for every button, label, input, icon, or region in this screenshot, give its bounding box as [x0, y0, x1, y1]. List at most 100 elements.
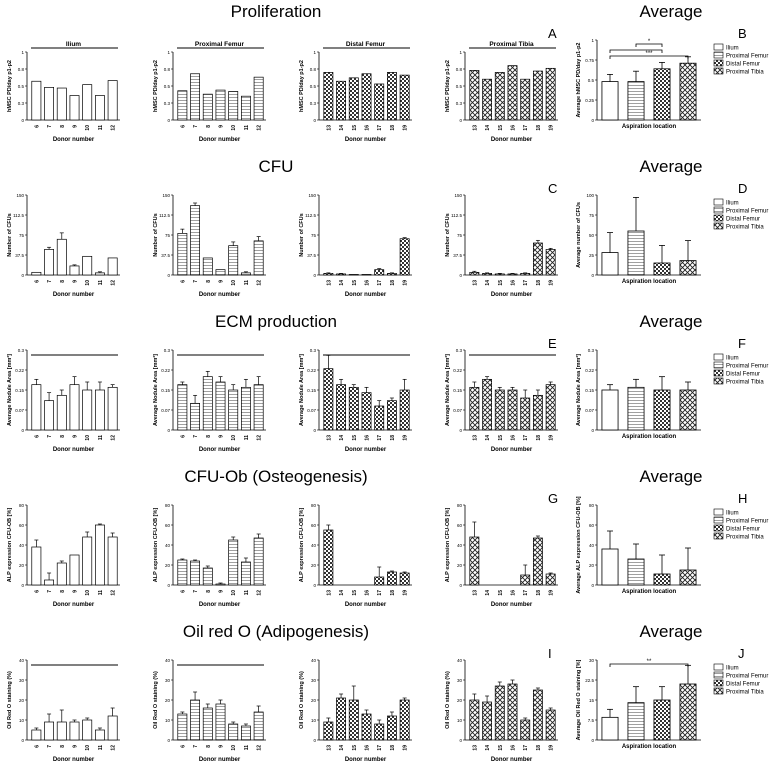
y-tick-label: 50: [589, 233, 595, 238]
average-title: Average: [639, 157, 702, 176]
bar: [241, 561, 251, 586]
bar: [82, 719, 93, 741]
bar: [56, 562, 67, 586]
x-tick-label: 18: [536, 435, 542, 441]
y-tick-label: 40: [165, 543, 171, 548]
x-tick-label: 11: [244, 435, 250, 441]
y-tick-label: 75: [19, 233, 25, 238]
bar: [482, 273, 492, 276]
x-tick-label: 9: [73, 435, 79, 438]
panel-letter: H: [738, 491, 747, 506]
bar: [469, 271, 480, 276]
x-tick-label: 18: [536, 745, 542, 751]
y-tick-label: 10: [165, 718, 171, 723]
y-tick-label: 60: [165, 523, 171, 528]
y-tick-label: 0.22: [585, 368, 594, 373]
x-tick-label: 8: [206, 590, 212, 593]
x-tick-label: 11: [244, 125, 250, 131]
bar: [202, 567, 213, 586]
bar: [494, 273, 505, 276]
bar: [177, 713, 188, 741]
y-tick-label: 0.5: [588, 78, 595, 83]
panel-2: 0 20 40 60 80 ALP expression CFU-OB [%] 13 14 15…: [299, 503, 412, 608]
x-tick-label: 14: [485, 125, 491, 131]
panel-letter: B: [738, 26, 747, 41]
bar: [69, 265, 80, 276]
x-axis-label: Donor number: [491, 292, 533, 298]
y-tick-label: 0: [21, 428, 24, 433]
y-tick-label: 40: [589, 543, 595, 548]
x-tick-label: 14: [339, 125, 345, 131]
x-tick-label: 18: [390, 125, 396, 131]
x-tick-label: 6: [34, 745, 40, 748]
y-tick-label: 0.15: [15, 388, 24, 393]
legend-label: Proximal Femur: [726, 364, 768, 370]
y-tick-label: 60: [457, 523, 463, 528]
x-tick-label: 6: [180, 590, 186, 593]
x-tick-label: 17: [377, 435, 383, 441]
panel-letter: A: [548, 26, 557, 41]
y-tick-label: 0: [591, 583, 594, 588]
panel-3: Proximal Tibia 0 0.3 0.5 0.8 1 hMSC PD/day p1-…: [445, 41, 558, 143]
y-tick-label: 150: [454, 193, 462, 198]
bar: [107, 386, 118, 431]
row-title: Proliferation: [231, 2, 322, 21]
row-title: ECM production: [215, 312, 337, 331]
bar: [387, 400, 397, 431]
y-tick-label: 0: [459, 583, 462, 588]
y-tick-label: 60: [589, 523, 595, 528]
y-axis-label: Average ALP expression CFU-OB [%]: [576, 496, 582, 593]
x-tick-label: 10: [85, 435, 91, 441]
y-tick-label: 100: [586, 193, 594, 198]
bar: [31, 546, 42, 586]
bar: [56, 87, 67, 121]
y-tick-label: 112.5: [13, 213, 24, 218]
bar: [202, 257, 213, 276]
panel-1: Proximal Femur 0 0.3 0.5 0.8 1 hMSC PD/day p1-…: [153, 41, 266, 143]
average-panel: 0 0.25 0.5 0.75 1 Average hMSC PD/day p1-p2 As…: [576, 38, 768, 130]
y-tick-label: 0.07: [453, 408, 462, 413]
y-axis-label: Number of CFUs: [7, 213, 13, 256]
x-tick-label: 16: [365, 125, 371, 131]
y-axis-label: Oil Red O staining (%): [445, 671, 451, 729]
y-axis-label: Average number of CFUs: [576, 202, 582, 268]
bar: [533, 70, 543, 121]
bar: [348, 386, 359, 431]
panel-3: 0 10 20 30 40 Oil Red O staining (%) 13 14 15 16 1…: [445, 658, 558, 763]
x-axis-label: Donor number: [199, 447, 241, 453]
row-title: CFU: [259, 157, 294, 176]
legend-label: Ilium: [726, 356, 739, 362]
panel-letter: F: [738, 336, 746, 351]
y-tick-label: 0: [21, 738, 24, 743]
average-bar: [627, 230, 645, 276]
bar: [374, 576, 385, 586]
y-axis-label: Oil Red O staining (%): [7, 671, 13, 729]
bar: [533, 242, 543, 276]
bar: [520, 397, 531, 431]
y-axis-label: ALP expression CFU-OB [%]: [445, 508, 451, 583]
x-tick-label: 19: [549, 280, 555, 286]
bar: [545, 709, 556, 741]
legend-label: Proximal Femur: [726, 519, 768, 525]
x-tick-label: 19: [549, 590, 555, 596]
y-tick-label: 80: [457, 503, 463, 508]
y-tick-label: 40: [457, 543, 463, 548]
bar: [387, 72, 397, 121]
legend-label: Proximal Tibia: [726, 690, 764, 696]
legend-swatch: [713, 377, 724, 385]
y-tick-label: 0.3: [588, 348, 595, 353]
y-axis-label: Number of CFUs: [299, 213, 305, 256]
y-tick-label: 0: [167, 428, 170, 433]
legend-swatch: [713, 687, 724, 695]
x-tick-label: 11: [98, 280, 104, 286]
y-tick-label: 60: [19, 523, 25, 528]
x-tick-label: 11: [244, 280, 250, 286]
bar: [69, 384, 80, 431]
bar: [107, 715, 118, 741]
bar: [336, 80, 346, 121]
x-tick-label: 10: [231, 590, 237, 596]
bar: [215, 583, 226, 586]
y-tick-label: 1: [313, 50, 316, 55]
y-tick-label: 20: [165, 698, 171, 703]
legend-swatch: [713, 214, 724, 222]
